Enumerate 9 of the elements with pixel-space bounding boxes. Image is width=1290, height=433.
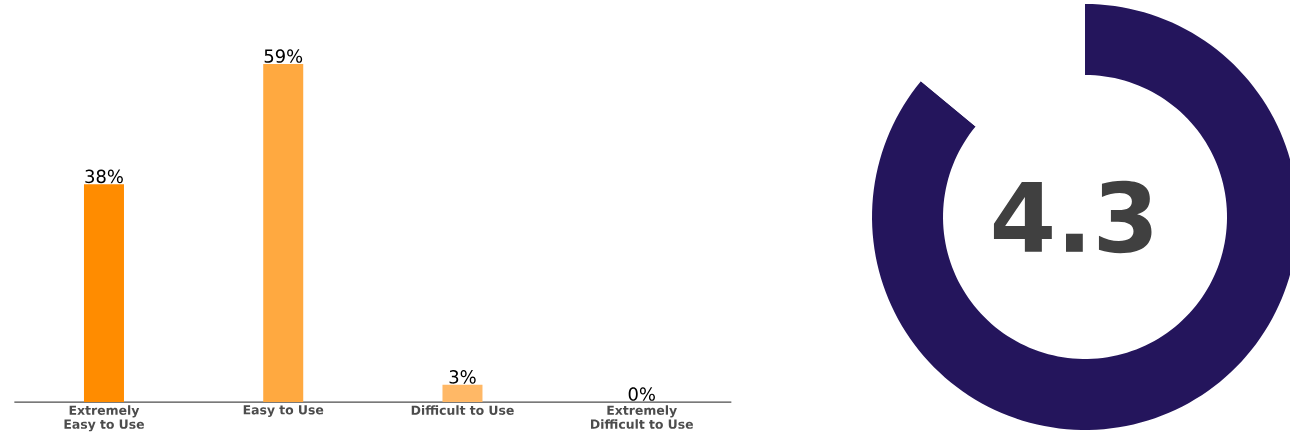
x-tick-label: Extremely Difficult to Use <box>590 405 693 429</box>
data-label: 0% <box>628 387 655 401</box>
data-label: 38% <box>85 169 123 184</box>
data-label: 3% <box>449 370 476 384</box>
data-label: 59% <box>264 49 303 63</box>
x-tick-label: Difficult to Use <box>411 405 514 415</box>
x-tick-label: Extremely Easy to Use <box>64 405 144 432</box>
x-tick-label: Easy to Use <box>243 405 324 418</box>
text: 4.3 <box>993 180 1152 254</box>
